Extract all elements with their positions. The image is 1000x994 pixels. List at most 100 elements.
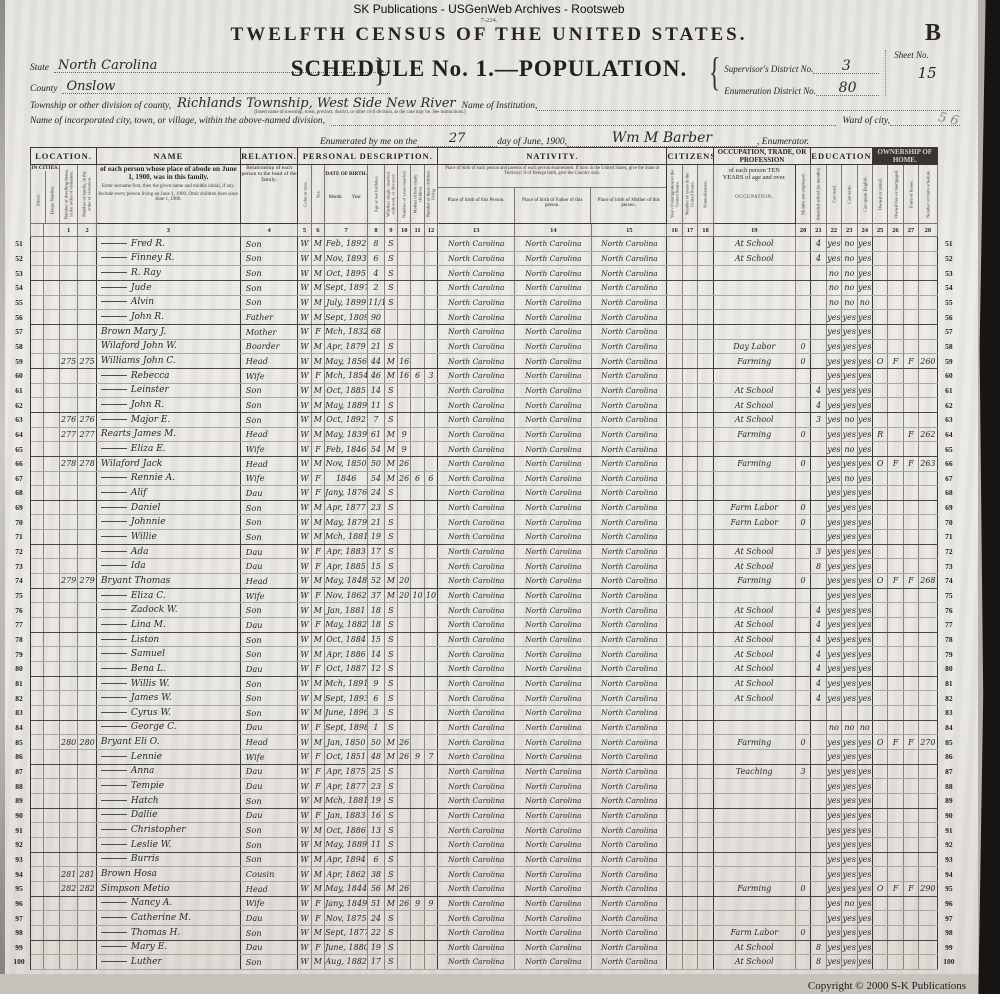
- cell-marital-status: [383, 309, 398, 325]
- cell-years-in-us: [681, 837, 698, 853]
- cell-mother-of-children: [410, 295, 425, 311]
- cell-farm-or-house: [902, 500, 919, 516]
- cell-name: Leslie W.: [95, 837, 241, 853]
- cell-farm-schedule-number: [918, 236, 938, 252]
- cell-race: W: [297, 632, 312, 648]
- table-row: 84 George C. Dau W F Sept, 1898 1 S Nort…: [8, 720, 960, 736]
- cell-mother-of-children: [410, 383, 425, 399]
- cell-owned-free-mortgaged: [887, 690, 904, 706]
- cell-birthplace-father: North Carolina: [514, 881, 592, 897]
- cell-race: W: [297, 236, 312, 252]
- cell-immigration-year: [666, 573, 683, 589]
- row-number-left: 61: [8, 383, 32, 398]
- row-number-left: 88: [8, 778, 32, 794]
- state-brace: }: [374, 52, 386, 89]
- cell-occupation: [712, 808, 796, 824]
- cell-children-living: [423, 427, 438, 443]
- cell-children-living: [423, 852, 438, 868]
- cell-dwelling-number: 279: [58, 573, 78, 589]
- cell-marital-status: S: [383, 602, 398, 619]
- cell-name: Willie: [95, 529, 241, 545]
- cell-house-number: [43, 353, 60, 369]
- cell-race: W: [297, 661, 312, 677]
- cell-naturalization: [697, 852, 714, 868]
- cell-can-write: yes: [841, 866, 857, 882]
- cell-years-in-us: [681, 324, 698, 340]
- cell-occupation: Farming: [712, 456, 796, 472]
- cell-can-read: yes: [825, 368, 842, 384]
- cell-relation: Dau: [239, 558, 298, 575]
- cell-occupation: At School: [712, 690, 796, 706]
- row-number-right: 67: [936, 471, 960, 486]
- cell-marital-status: S: [383, 295, 398, 311]
- cell-birthplace-person: North Carolina: [437, 383, 515, 399]
- cell-race: W: [297, 881, 312, 897]
- row-number-left: 92: [8, 837, 32, 853]
- cell-family-number: [77, 808, 97, 824]
- cell-marital-status: S: [383, 852, 398, 868]
- cell-occupation: [712, 309, 796, 325]
- cell-dwelling-number: [58, 500, 78, 516]
- cell-birthplace-mother: North Carolina: [591, 588, 667, 604]
- cell-house-number: [43, 280, 60, 296]
- cell-children-living: 6: [423, 471, 438, 487]
- cell-sex: M: [310, 690, 325, 706]
- cell-farm-schedule-number: [918, 822, 938, 838]
- row-number-right: 76: [936, 602, 960, 618]
- cell-street: [30, 324, 44, 340]
- cell-can-speak-english: yes: [856, 412, 873, 428]
- cell-street: [30, 720, 44, 736]
- cell-can-read: no: [825, 295, 842, 311]
- cell-marital-status: M: [383, 456, 398, 472]
- cell-relation: Son: [239, 397, 298, 413]
- cell-years-married: [397, 690, 411, 706]
- column-number: 1: [58, 223, 79, 237]
- cell-race: W: [297, 617, 312, 633]
- column-number: 13: [437, 223, 516, 237]
- cell-street: [30, 427, 44, 443]
- cell-children-living: [423, 573, 438, 589]
- cell-race: W: [297, 764, 312, 780]
- cell-farm-schedule-number: [918, 646, 938, 663]
- cell-farm-or-house: [902, 837, 919, 853]
- cell-farm-schedule-number: 268: [918, 573, 938, 589]
- birthplace-father-label: Place of birth of Father of this person.: [515, 188, 592, 223]
- cell-name: Samuel: [95, 646, 241, 663]
- cell-mother-of-children: [410, 309, 425, 325]
- cell-can-write: yes: [841, 778, 857, 794]
- cell-name: Finney R.: [95, 251, 241, 267]
- cell-immigration-year: [666, 602, 683, 619]
- row-number-left: 99: [8, 940, 32, 955]
- cell-dwelling-number: [58, 558, 78, 575]
- cell-name: Lina M.: [95, 617, 241, 633]
- row-number-left: 77: [8, 617, 32, 633]
- cell-can-write: yes: [841, 456, 857, 472]
- cell-children-living: [423, 881, 438, 897]
- cell-owned-rented: [871, 690, 888, 706]
- cell-mother-of-children: 6: [410, 471, 425, 487]
- cell-age: 6: [367, 251, 385, 267]
- cell-can-read: yes: [825, 822, 842, 838]
- cell-can-write: yes: [841, 661, 857, 677]
- cell-farm-schedule-number: [918, 764, 938, 780]
- cell-race: W: [297, 910, 312, 926]
- cell-farm-schedule-number: [918, 925, 938, 941]
- cell-immigration-year: [666, 661, 683, 677]
- cell-birthplace-father: North Carolina: [514, 324, 592, 340]
- cell-owned-rented: [871, 514, 888, 531]
- cell-months-not-employed: [794, 368, 811, 384]
- cell-family-number: [77, 514, 97, 531]
- cell-can-write: yes: [841, 837, 857, 853]
- cell-farm-or-house: [902, 485, 919, 501]
- cell-street: [30, 793, 44, 809]
- cell-birthplace-person: North Carolina: [437, 427, 515, 443]
- cell-years-married: [397, 265, 411, 281]
- cell-name: Zadock W.: [95, 602, 241, 619]
- cell-birthplace-father: North Carolina: [514, 749, 592, 765]
- cell-attended-school: [810, 573, 827, 589]
- row-number-left: 59: [8, 353, 32, 369]
- row-number-left: 73: [8, 558, 32, 574]
- cell-farm-schedule-number: [918, 500, 938, 516]
- cell-birthplace-person: North Carolina: [437, 558, 515, 575]
- cell-can-read: yes: [825, 514, 842, 531]
